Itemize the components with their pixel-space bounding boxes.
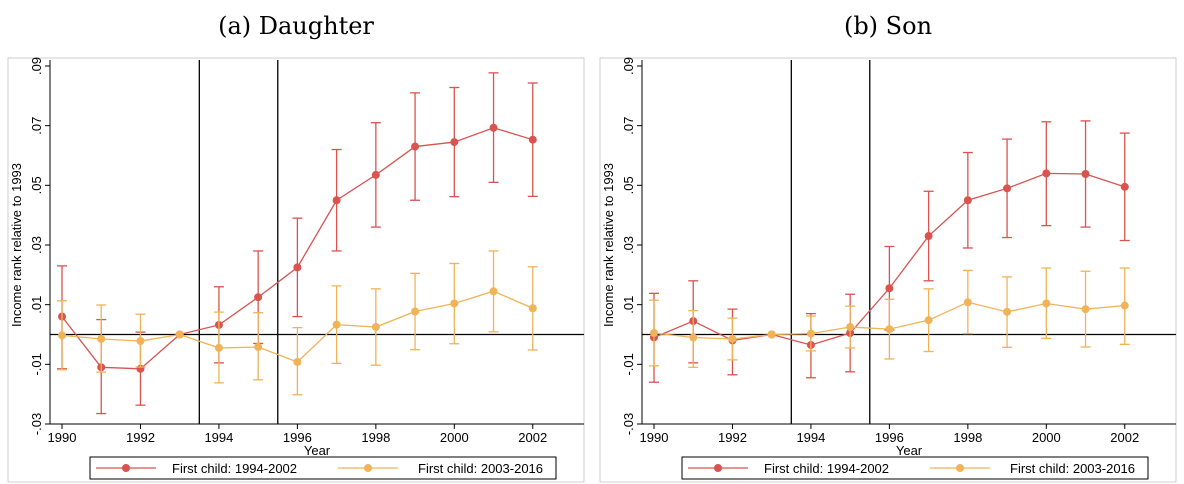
legend-box [89,456,557,480]
data-point [293,263,302,272]
data-point [689,333,698,342]
y-tick-label: -.01 [621,353,636,375]
data-point [846,323,855,332]
x-tick-label: 2002 [1110,430,1139,445]
x-tick-label: 1994 [796,430,825,445]
y-axis-title: Income rank relative to 1993 [601,163,616,327]
y-tick-label: -.03 [621,413,636,435]
x-tick-label: 1996 [283,430,312,445]
y-tick-label: .09 [29,57,44,75]
data-point [450,299,459,308]
y-tick-label: -.01 [29,353,44,375]
x-axis-title: Year [304,443,331,458]
data-point [371,170,380,179]
panel-daughter: (a) Daughter -.03 -.01 .01 .03 .05 .07 .09 1990… [7,12,585,483]
y-tick-label: .09 [621,57,636,75]
x-tick-label: 1998 [953,430,982,445]
data-point [885,325,894,334]
panel-title: (a) Daughter [218,12,374,40]
data-point [963,196,972,205]
legend-marker [364,464,372,472]
x-tick-label: 2000 [1032,430,1061,445]
data-point [1120,182,1129,191]
data-point [97,334,106,343]
data-point [58,331,66,340]
data-point [1120,301,1129,310]
legend-label: First child: 1994-2002 [764,461,889,476]
y-tick-label: .03 [29,236,44,254]
y-tick-label: .07 [29,117,44,135]
y-tick-label: .03 [621,236,636,254]
x-tick-label: 1992 [126,430,155,445]
y-tick-label: .01 [621,296,636,314]
y-tick-label: .05 [29,176,44,194]
x-tick-label: 2002 [518,430,547,445]
data-point [254,343,263,352]
data-point [1042,169,1051,178]
data-point [371,323,380,332]
data-point [728,334,737,343]
data-point [806,329,815,338]
legend-label: First child: 2003-2016 [418,461,543,476]
data-point [885,284,894,293]
data-point [489,123,498,132]
data-point [1003,307,1012,316]
x-tick-label: 1990 [640,430,669,445]
data-point [332,320,341,329]
legend-marker [714,464,722,472]
panel-son: (b) Son -.03 -.01 .01 .03 .05 .07 .09 1990 1992 1… [592,0,1184,484]
y-tick-label: .07 [621,117,636,135]
y-tick-label: .05 [621,176,636,194]
panel-title: (b) Son [843,12,933,40]
chart-son: -.03 -.01 .01 .03 .05 .07 .09 1990 1992 1994 1996 1… [599,57,1177,483]
legend: First child: 1994-2002 First child: 2003-… [89,456,557,480]
x-tick-label: 1992 [718,430,747,445]
legend-label: First child: 2003-2016 [1010,461,1135,476]
legend-label: First child: 1994-2002 [172,461,297,476]
data-point [254,293,263,302]
y-tick-label: .01 [29,296,44,314]
data-point [1081,169,1090,178]
data-point [1081,305,1090,314]
data-point [1003,184,1012,193]
x-tick-label: 2000 [440,430,469,445]
data-point [411,142,420,151]
data-point [924,232,933,241]
plot-frame [7,57,585,483]
data-point [411,307,420,316]
plot-frame [599,57,1177,483]
data-point [924,316,933,325]
data-point [293,357,302,366]
x-tick-label: 1996 [875,430,904,445]
y-axis-title: Income rank relative to 1993 [9,163,24,327]
data-point [767,330,776,339]
x-tick-label: 1998 [361,430,390,445]
data-point [650,329,658,338]
x-tick-label: 1994 [204,430,233,445]
data-point [528,304,537,313]
legend-marker [122,464,130,472]
chart-daughter: -.03 -.01 .01 .03 .05 .07 .09 1990 1992 1994 1996 1… [7,57,585,483]
data-point [1042,299,1051,308]
data-point [214,343,223,352]
data-point [489,287,498,296]
series-2 [57,250,538,396]
legend-marker [956,464,964,472]
data-point [963,298,972,307]
y-tick-label: -.03 [29,413,44,435]
x-axis-title: Year [896,443,923,458]
series-2 [649,267,1130,368]
data-point [175,330,184,339]
data-point [450,138,459,147]
data-point [136,337,145,346]
legend-box [681,456,1149,480]
data-point [332,196,341,205]
data-point [528,135,537,144]
legend: First child: 1994-2002 First child: 2003-… [681,456,1149,480]
x-tick-label: 1990 [48,430,77,445]
